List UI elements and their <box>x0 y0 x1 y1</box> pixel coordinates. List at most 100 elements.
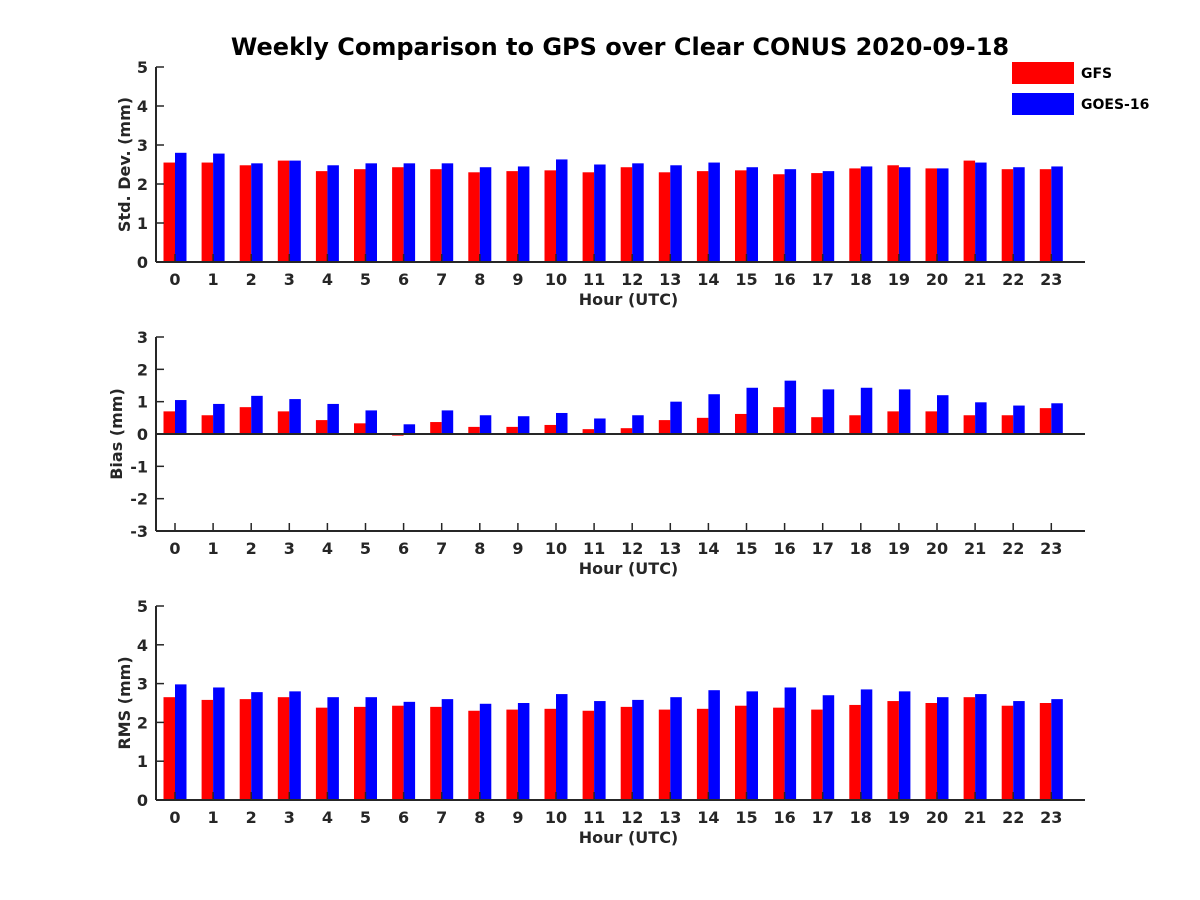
x-tick-label: 20 <box>926 808 948 827</box>
x-tick-label: 10 <box>545 808 567 827</box>
bar-gfs-hour-22 <box>1001 169 1014 262</box>
y-tick-label: -1 <box>130 457 148 476</box>
y-axis-label: Bias (mm) <box>107 388 126 480</box>
bar-goes-16-hour-13 <box>670 165 682 262</box>
bar-goes-16-hour-0 <box>175 400 187 434</box>
bar-gfs-hour-5 <box>354 423 366 434</box>
legend-label-gfs: GFS <box>1081 66 1112 82</box>
bar-goes-16-hour-4 <box>327 697 339 800</box>
x-tick-label: 22 <box>1002 270 1024 289</box>
bar-goes-16-hour-5 <box>365 410 377 434</box>
x-tick-label: 17 <box>812 539 834 558</box>
bar-goes-16-hour-2 <box>251 692 263 800</box>
bar-gfs-hour-6 <box>392 167 404 262</box>
x-tick-label: 22 <box>1002 539 1024 558</box>
bar-gfs-hour-22 <box>1001 415 1014 434</box>
x-tick-label: 21 <box>964 270 986 289</box>
bar-gfs-hour-23 <box>1039 408 1052 434</box>
x-tick-label: 8 <box>474 539 485 558</box>
bar-gfs-hour-1 <box>201 415 214 434</box>
x-tick-label: 0 <box>169 808 180 827</box>
y-tick-label: 1 <box>137 214 148 233</box>
bar-goes-16-hour-21 <box>975 162 987 262</box>
bar-goes-16-hour-2 <box>251 395 263 434</box>
bar-gfs-hour-16 <box>773 407 785 434</box>
bar-gfs-hour-17 <box>811 173 823 262</box>
bar-goes-16-hour-17 <box>822 389 835 434</box>
x-tick-label: 9 <box>512 270 523 289</box>
bar-gfs-hour-21 <box>963 415 976 434</box>
bar-goes-16-hour-4 <box>327 403 339 434</box>
x-tick-label: 0 <box>169 270 180 289</box>
x-tick-label: 23 <box>1040 539 1062 558</box>
bar-gfs-hour-3 <box>277 160 290 262</box>
x-tick-label: 6 <box>398 539 409 558</box>
bar-goes-16-hour-20 <box>937 395 949 434</box>
y-tick-label: 3 <box>137 136 148 155</box>
x-tick-label: 6 <box>398 808 409 827</box>
bar-goes-16-hour-20 <box>937 168 949 262</box>
x-tick-label: 7 <box>436 539 447 558</box>
bar-goes-16-hour-21 <box>975 694 987 800</box>
legend-label-goes-16: GOES-16 <box>1081 97 1149 113</box>
bar-gfs-hour-20 <box>925 703 937 800</box>
y-tick-label: 5 <box>137 58 148 77</box>
bar-gfs-hour-16 <box>773 174 785 262</box>
bar-goes-16-hour-3 <box>289 160 301 262</box>
bar-goes-16-hour-15 <box>746 167 758 262</box>
bar-goes-16-hour-17 <box>822 695 835 800</box>
bar-goes-16-hour-0 <box>175 684 187 800</box>
bar-goes-16-hour-11 <box>594 164 606 262</box>
x-tick-label: 1 <box>208 808 219 827</box>
bar-goes-16-hour-9 <box>517 416 530 434</box>
x-tick-label: 20 <box>926 270 948 289</box>
bar-gfs-hour-12 <box>620 428 633 434</box>
bar-gfs-hour-10 <box>544 170 556 262</box>
x-tick-label: 1 <box>208 270 219 289</box>
bar-goes-16-hour-6 <box>403 163 416 262</box>
y-tick-label: 4 <box>137 636 148 655</box>
bar-gfs-hour-2 <box>239 699 252 800</box>
x-tick-label: 4 <box>322 270 333 289</box>
x-tick-label: 5 <box>360 539 371 558</box>
x-tick-label: 1 <box>208 539 219 558</box>
x-tick-label: 19 <box>888 270 910 289</box>
bar-gfs-hour-18 <box>849 415 861 434</box>
bar-gfs-hour-7 <box>430 169 442 262</box>
bar-goes-16-hour-19 <box>898 167 911 262</box>
bar-gfs-hour-4 <box>315 420 328 434</box>
bar-goes-16-hour-13 <box>670 697 682 800</box>
y-axis-label: RMS (mm) <box>115 656 134 749</box>
bar-gfs-hour-23 <box>1039 169 1052 262</box>
legend-swatch-gfs <box>1012 62 1074 84</box>
bar-gfs-hour-11 <box>582 429 595 434</box>
x-tick-label: 5 <box>360 808 371 827</box>
x-tick-label: 3 <box>284 539 295 558</box>
legend-swatch-goes-16 <box>1012 93 1074 115</box>
x-tick-label: 4 <box>322 808 333 827</box>
bar-goes-16-hour-22 <box>1013 701 1025 800</box>
bar-goes-16-hour-15 <box>746 691 758 800</box>
bar-gfs-hour-4 <box>315 171 328 262</box>
bar-goes-16-hour-22 <box>1013 167 1025 262</box>
bar-goes-16-hour-17 <box>822 171 835 262</box>
x-tick-label: 2 <box>246 270 257 289</box>
x-tick-label: 23 <box>1040 270 1062 289</box>
bar-gfs-hour-13 <box>658 709 671 800</box>
x-tick-label: 18 <box>850 808 872 827</box>
y-tick-label: 1 <box>137 752 148 771</box>
bar-goes-16-hour-3 <box>289 399 301 434</box>
bar-gfs-hour-14 <box>696 708 709 800</box>
bar-goes-16-hour-2 <box>251 163 263 262</box>
bar-goes-16-hour-7 <box>441 410 454 434</box>
x-tick-label: 16 <box>773 539 795 558</box>
bar-gfs-hour-11 <box>582 710 595 800</box>
bar-goes-16-hour-12 <box>632 415 644 434</box>
bar-gfs-hour-2 <box>239 165 252 262</box>
bar-goes-16-hour-20 <box>937 697 949 800</box>
bar-gfs-hour-13 <box>658 172 671 262</box>
